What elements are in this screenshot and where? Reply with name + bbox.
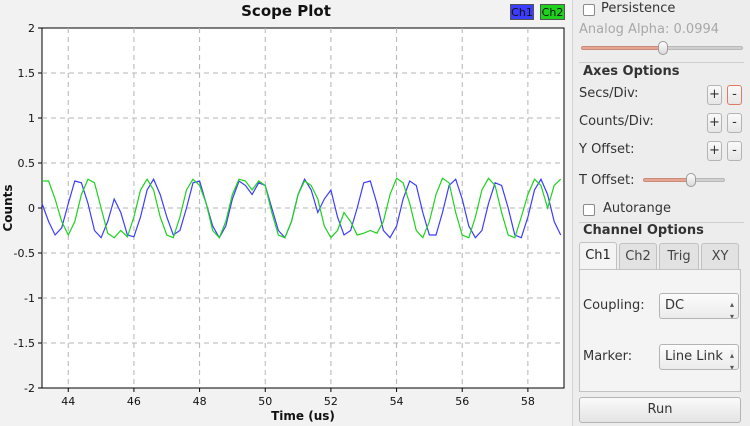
marker-label: Marker: bbox=[583, 349, 633, 364]
marker-value: Line Link bbox=[665, 349, 723, 364]
legend-ch2: Ch2 bbox=[540, 4, 565, 20]
tab-trig[interactable]: Trig bbox=[659, 243, 699, 269]
x-tick-label: 58 bbox=[521, 395, 535, 408]
y-axis-ticks: 2 1.5 1 0.5 0 -0.5 -1 -1.5 -2 bbox=[14, 22, 42, 395]
y-tick-label: 0.5 bbox=[18, 157, 36, 170]
y-tick-label: 1 bbox=[28, 112, 35, 125]
y-tick-label: -0.5 bbox=[14, 247, 35, 260]
ch1-tab-page: Coupling: DC ▴ ▾ Marker: Line Link ▴ ▾ bbox=[579, 269, 741, 392]
legend-ch1: Ch1 bbox=[510, 4, 534, 20]
analog-alpha-slider-track[interactable] bbox=[663, 46, 743, 50]
series-lines bbox=[41, 177, 562, 239]
t-offset-slider-track[interactable] bbox=[691, 178, 725, 182]
t-offset-slider-thumb[interactable] bbox=[686, 173, 696, 187]
x-axis-label: Time (us) bbox=[271, 409, 335, 423]
y-tick-label: 0 bbox=[28, 202, 35, 215]
secs-div-minus-button[interactable]: - bbox=[727, 85, 742, 105]
y-tick-label: -1.5 bbox=[14, 337, 35, 350]
analog-alpha-slider-thumb[interactable] bbox=[658, 41, 668, 55]
counts-div-plus-button[interactable]: + bbox=[707, 113, 722, 133]
y-offset-plus-button[interactable]: + bbox=[707, 141, 722, 161]
spin-arrows-icon: ▴ ▾ bbox=[729, 300, 734, 319]
plot-canvas[interactable]: 2 1.5 1 0.5 0 -0.5 -1 -1.5 -2 44 46 48 50 52 54 56 58 T… bbox=[0, 0, 572, 426]
persistence-label: Persistence bbox=[601, 1, 676, 16]
analog-alpha-slider-fill[interactable] bbox=[581, 46, 663, 50]
series-line-ch2 bbox=[42, 177, 562, 239]
x-tick-label: 44 bbox=[61, 395, 75, 408]
y-tick-label: -1 bbox=[24, 292, 35, 305]
control-panel: Persistence Analog Alpha: 0.0994 Axes Op… bbox=[572, 0, 750, 426]
y-offset-minus-button[interactable]: - bbox=[727, 141, 742, 161]
y-offset-label: Y Offset: bbox=[579, 142, 635, 157]
spin-arrows-icon: ▴ ▾ bbox=[729, 350, 734, 369]
separator bbox=[579, 62, 744, 63]
persistence-checkbox[interactable] bbox=[583, 4, 595, 16]
x-tick-label: 48 bbox=[193, 395, 207, 408]
x-tick-label: 56 bbox=[455, 395, 469, 408]
y-axis-label: Counts bbox=[1, 184, 15, 231]
tab-ch1[interactable]: Ch1 bbox=[579, 242, 617, 270]
t-offset-label: T Offset: bbox=[579, 173, 635, 188]
x-tick-label: 52 bbox=[324, 395, 338, 408]
t-offset-slider-fill[interactable] bbox=[643, 178, 691, 182]
counts-div-minus-button[interactable]: - bbox=[727, 113, 742, 133]
channel-options-title: Channel Options bbox=[583, 223, 704, 238]
grid bbox=[42, 28, 564, 388]
coupling-value: DC bbox=[665, 298, 685, 313]
autorange-label: Autorange bbox=[603, 201, 671, 216]
run-button[interactable]: Run bbox=[579, 397, 741, 423]
coupling-label: Coupling: bbox=[583, 298, 645, 313]
y-tick-label: -2 bbox=[24, 382, 35, 395]
separator bbox=[579, 222, 744, 223]
analog-alpha-label: Analog Alpha: 0.0994 bbox=[579, 22, 720, 37]
scope-plot: Scope Plot Ch1 Ch2 2 1.5 1 0.5 0 -0.5 -1 -1.5 -2… bbox=[0, 0, 572, 426]
x-tick-label: 54 bbox=[390, 395, 404, 408]
x-axis-ticks: 44 46 48 50 52 54 56 58 bbox=[61, 388, 535, 408]
secs-div-label: Secs/Div: bbox=[579, 86, 639, 101]
x-tick-label: 46 bbox=[127, 395, 141, 408]
tab-ch2[interactable]: Ch2 bbox=[619, 243, 657, 269]
coupling-select[interactable]: DC ▴ ▾ bbox=[659, 293, 739, 319]
autorange-checkbox[interactable] bbox=[583, 204, 595, 216]
marker-select[interactable]: Line Link ▴ ▾ bbox=[659, 344, 739, 370]
axes-options-title: Axes Options bbox=[583, 64, 680, 79]
plot-title: Scope Plot bbox=[241, 2, 331, 20]
y-tick-label: 2 bbox=[28, 22, 35, 35]
tab-xy[interactable]: XY bbox=[701, 243, 739, 269]
secs-div-plus-button[interactable]: + bbox=[707, 85, 722, 105]
x-tick-label: 50 bbox=[258, 395, 272, 408]
counts-div-label: Counts/Div: bbox=[579, 114, 654, 129]
y-tick-label: 1.5 bbox=[18, 67, 36, 80]
